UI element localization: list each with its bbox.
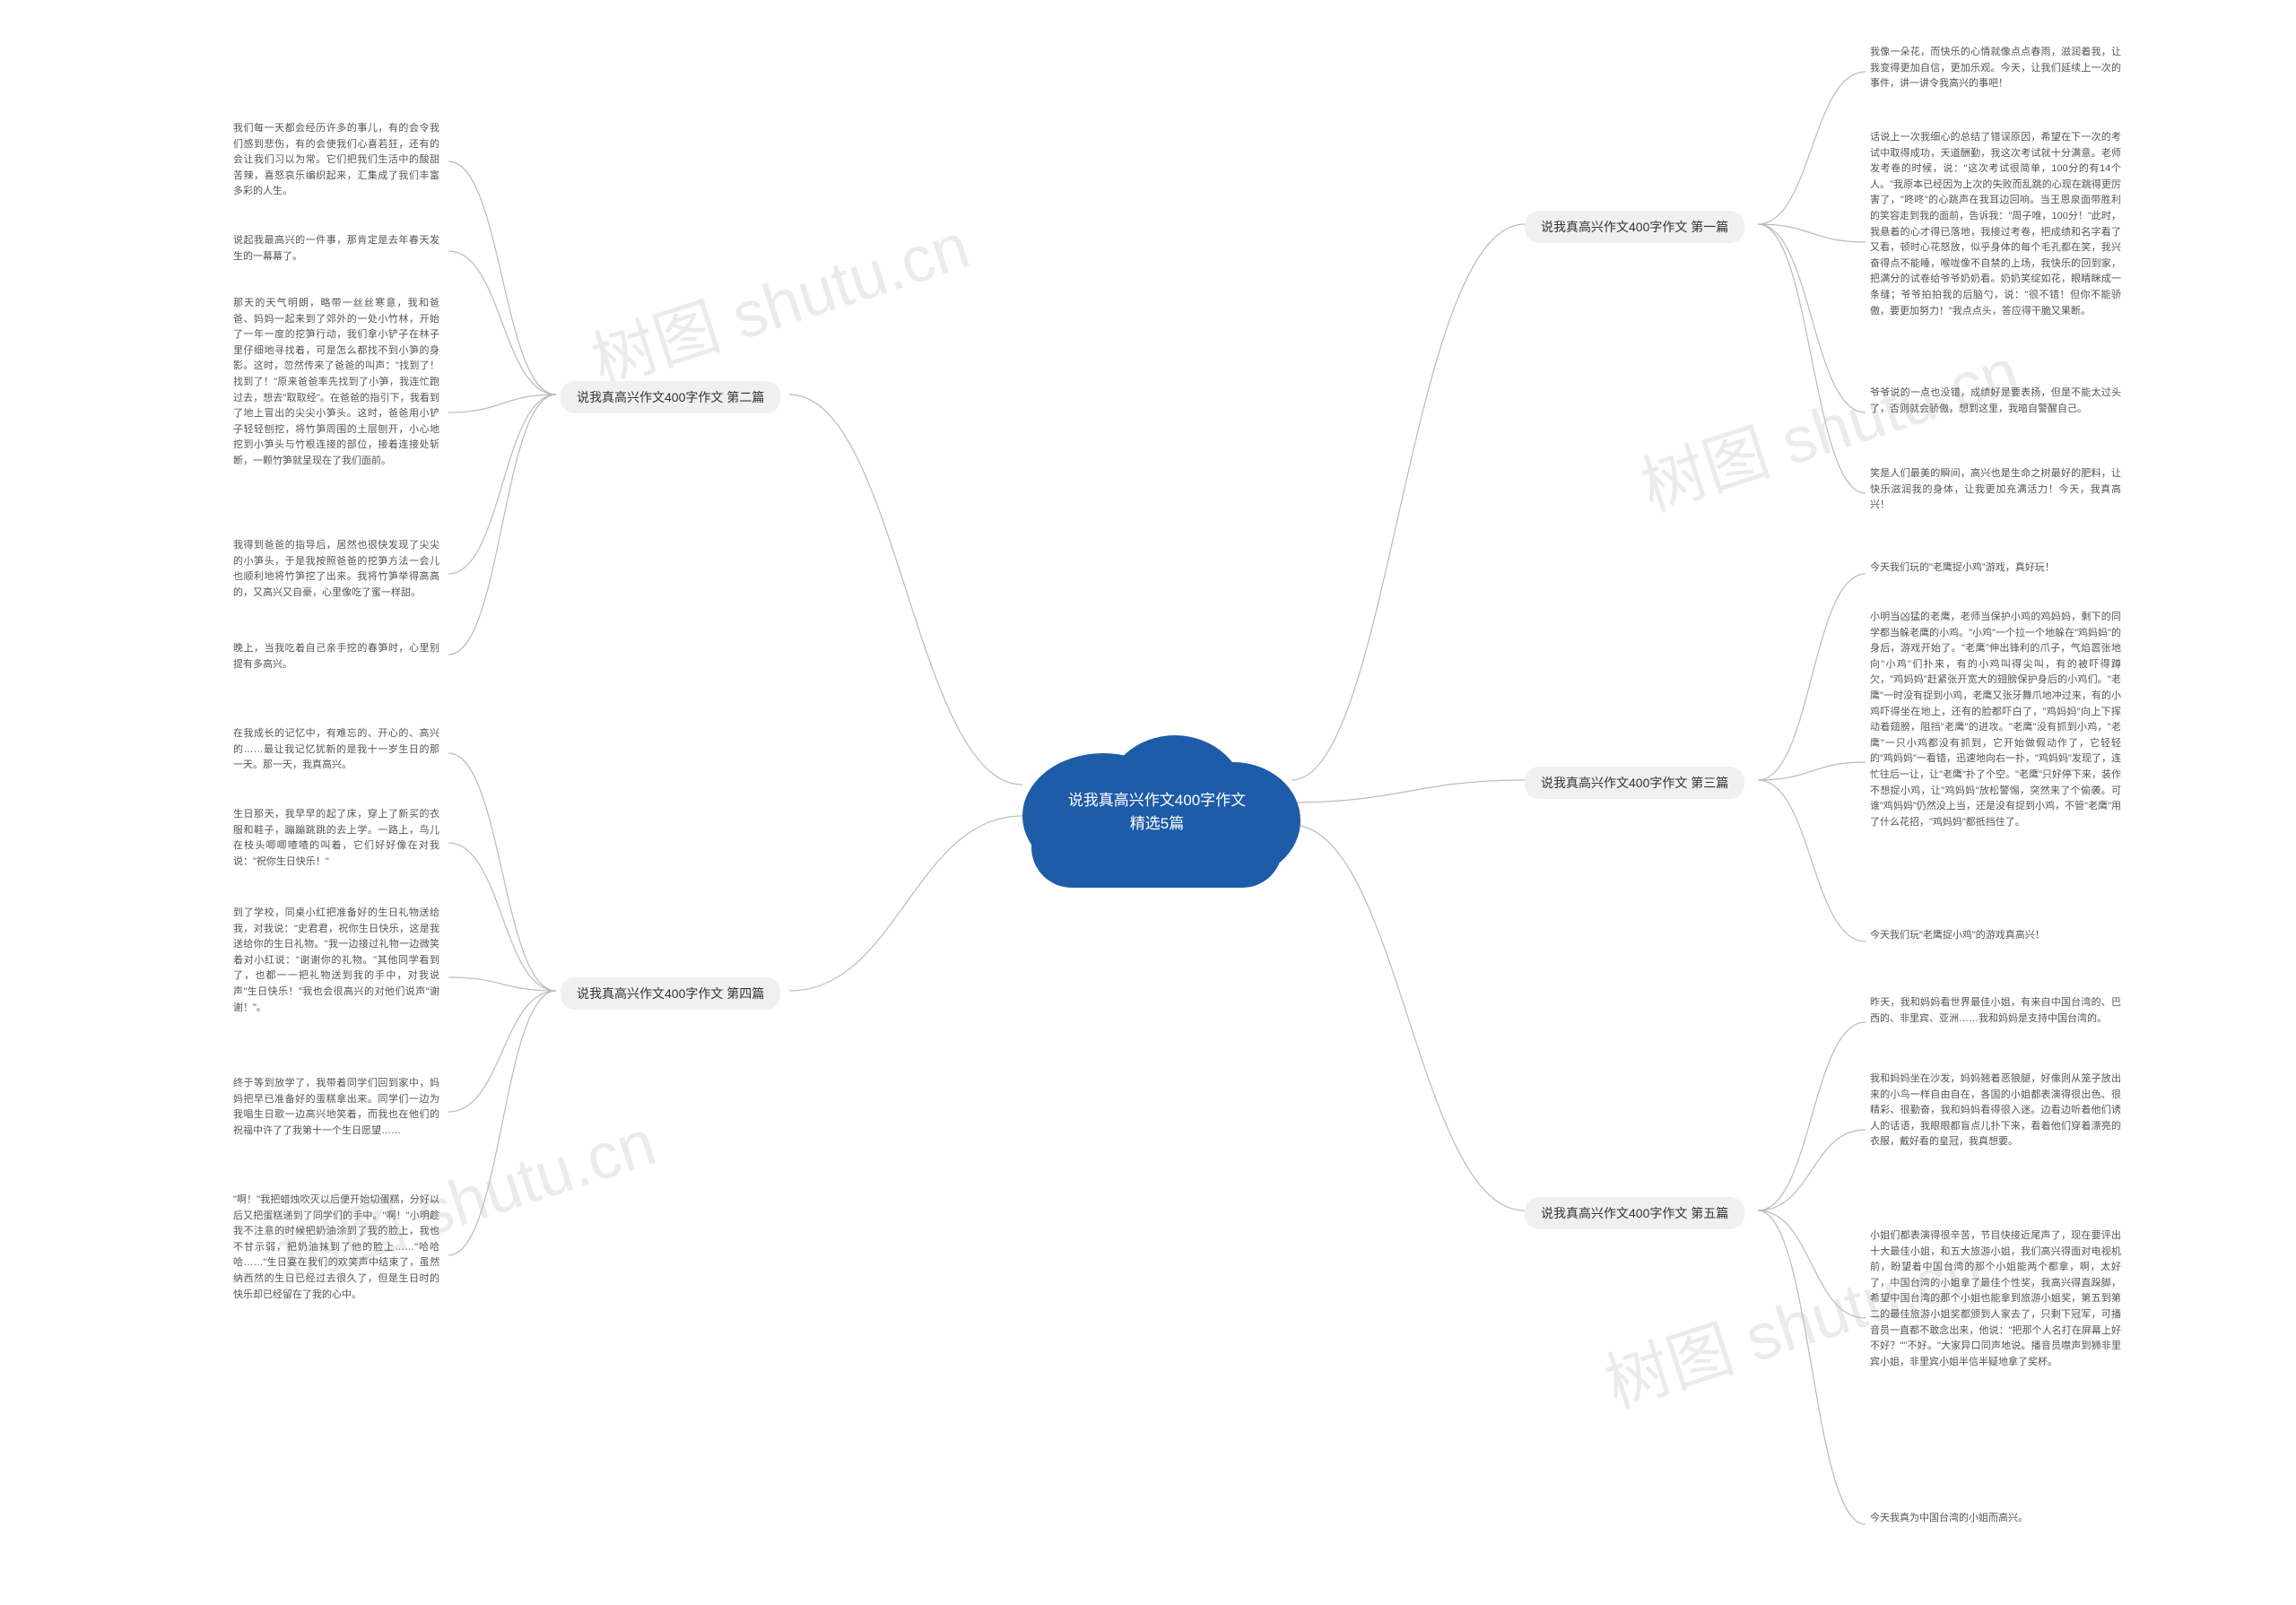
leaf-text: 那天的天气明朗，略带一丝丝寒意，我和爸爸、妈妈一起来到了郊外的一处小竹林，开始了… <box>233 296 439 470</box>
leaf-text: 爷爷说的一点也没错，成绩好是要表扬，但是不能太过头了，否则就会骄傲，想到这里，我… <box>1870 386 2121 417</box>
leaf-text: 我们每一天都会经历许多的事儿，有的会令我们感到悲伤，有的会使我们心喜若狂，还有的… <box>233 121 439 200</box>
branch-label-5: 说我真高兴作文400字作文 第五篇 <box>1525 1197 1744 1229</box>
leaf-text: 昨天，我和妈妈看世界最佳小姐，有来自中国台湾的、巴西的、非里宾、亚洲……我和妈妈… <box>1870 995 2121 1027</box>
leaf-text: 在我成长的记忆中，有难忘的、开心的、高兴的……最让我记忆犹新的是我十一岁生日的那… <box>233 726 439 774</box>
leaf-text: 今天我们玩"老鹰捉小鸡"的游戏真高兴！ <box>1870 928 2121 944</box>
leaf-text: 我得到爸爸的指导后，居然也很快发现了尖尖的小笋头，于是我按照爸爸的挖笋方法一会儿… <box>233 538 439 601</box>
leaf-text: 笑是人们最美的瞬间，高兴也是生命之树最好的肥料，让快乐滋润我的身体，让我更加充满… <box>1870 466 2121 514</box>
leaf-text: 小明当凶猛的老鹰，老师当保护小鸡的鸡妈妈，剩下的同学都当躲老鹰的小鸡。"小鸡"一… <box>1870 610 2121 830</box>
center-title: 说我真高兴作文400字作文精选5篇 <box>1067 789 1247 835</box>
leaf-text: 今天我们玩的"老鹰捉小鸡"游戏，真好玩！ <box>1870 560 2121 577</box>
leaf-text: 今天我真为中国台湾的小姐而高兴。 <box>1870 1511 2121 1527</box>
branch-label-4: 说我真高兴作文400字作文 第四篇 <box>561 977 780 1010</box>
leaf-text: 终于等到放学了，我带着同学们回到家中，妈妈把早已准备好的蛋糕拿出来。同学们一边为… <box>233 1076 439 1139</box>
leaf-text: 晚上，当我吃着自己亲手挖的春笋时，心里别提有多高兴。 <box>233 641 439 672</box>
branch-label-3: 说我真高兴作文400字作文 第三篇 <box>1525 767 1744 799</box>
leaf-text: 生日那天，我早早的起了床，穿上了新买的衣服和鞋子，蹦蹦跳跳的去上学。一路上，鸟儿… <box>233 807 439 870</box>
leaf-text: 说起我最高兴的一件事，那肯定是去年春天发生的一幕幕了。 <box>233 233 439 265</box>
center-node: 说我真高兴作文400字作文精选5篇 <box>1013 717 1300 888</box>
leaf-text: 话说上一次我细心的总结了错误原因，希望在下一次的考试中取得成功，天道酬勤，我这次… <box>1870 130 2121 319</box>
branch-label-1: 说我真高兴作文400字作文 第一篇 <box>1525 211 1744 243</box>
leaf-text: 小姐们都表演得很辛苦，节目快接近尾声了，现在要评出十大最佳小姐，和五大旅游小姐，… <box>1870 1228 2121 1370</box>
watermark: 树图 shutu.cn <box>578 193 978 403</box>
leaf-text: 我像一朵花，而快乐的心情就像点点春雨，滋润着我，让我变得更加自信，更加乐观。今天… <box>1870 45 2121 92</box>
leaf-text: "啊！"我把蜡烛吹灭以后便开始切蛋糕，分好以后又把蛋糕递到了同学们的手中。"啊！… <box>233 1193 439 1303</box>
leaf-text: 我和妈妈坐在沙发，妈妈翘着恶狼腿，好像则从笼子放出来的小鸟一样自由自在，各国的小… <box>1870 1071 2121 1150</box>
branch-label-2: 说我真高兴作文400字作文 第二篇 <box>561 381 780 413</box>
leaf-text: 到了学校，同桌小红把准备好的生日礼物送给我，对我说："史君君，祝你生日快乐，这是… <box>233 906 439 1016</box>
